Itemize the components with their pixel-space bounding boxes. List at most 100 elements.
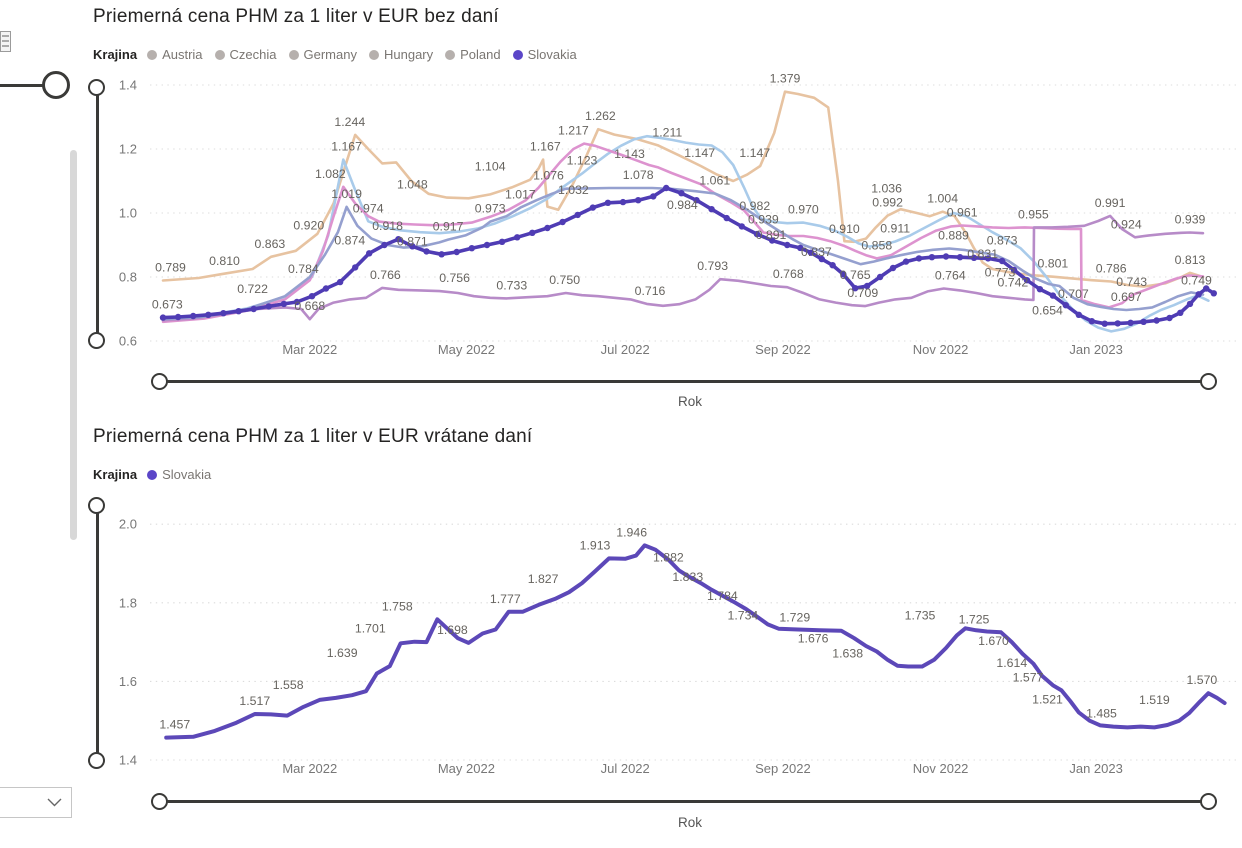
filter-dropdown[interactable] — [0, 787, 72, 818]
x-slider-handle-end[interactable] — [1200, 373, 1217, 390]
svg-text:0.750: 0.750 — [549, 273, 580, 287]
svg-text:1.734: 1.734 — [728, 609, 759, 623]
svg-text:1.784: 1.784 — [707, 589, 738, 603]
y-slider-handle-max[interactable] — [88, 79, 105, 96]
svg-text:1.946: 1.946 — [616, 525, 647, 539]
svg-text:1.6: 1.6 — [119, 674, 137, 689]
svg-text:0.743: 0.743 — [1116, 275, 1147, 289]
svg-text:0.722: 0.722 — [237, 282, 268, 296]
svg-text:1.777: 1.777 — [490, 592, 521, 606]
svg-text:1.8: 1.8 — [119, 595, 137, 610]
svg-text:0.863: 0.863 — [255, 237, 286, 251]
y-slider-handle-min[interactable] — [88, 332, 105, 349]
x-slider-handle-end[interactable] — [1200, 793, 1217, 810]
legend-excl-tax: Krajina Austria Czechia Germany Hungary Polan… — [93, 47, 589, 62]
series-color-dot — [445, 49, 456, 60]
x-range-slider-chart2 — [151, 793, 1217, 810]
page-thumbnail-icon[interactable] — [0, 31, 11, 52]
svg-text:0.773: 0.773 — [985, 266, 1016, 280]
svg-text:1.735: 1.735 — [905, 608, 936, 622]
svg-text:0.874: 0.874 — [334, 233, 365, 247]
svg-text:Jul 2022: Jul 2022 — [601, 761, 650, 776]
y-slider-track — [95, 505, 99, 761]
svg-text:Jan 2023: Jan 2023 — [1069, 761, 1123, 776]
svg-text:1.833: 1.833 — [672, 570, 703, 584]
svg-text:0.984: 0.984 — [667, 198, 698, 212]
svg-text:2.0: 2.0 — [119, 517, 137, 532]
svg-text:0.766: 0.766 — [370, 268, 401, 282]
svg-text:1.019: 1.019 — [331, 187, 362, 201]
svg-text:0.837: 0.837 — [801, 245, 832, 259]
x-slider-handle-start[interactable] — [151, 793, 168, 810]
svg-text:0.813: 0.813 — [1175, 253, 1206, 267]
svg-text:1.0: 1.0 — [119, 206, 137, 221]
svg-text:0.733: 0.733 — [496, 278, 527, 292]
svg-text:1.217: 1.217 — [558, 124, 589, 138]
svg-text:1.147: 1.147 — [684, 146, 715, 160]
svg-text:0.784: 0.784 — [288, 262, 319, 276]
svg-text:1.123: 1.123 — [567, 154, 598, 168]
svg-text:0.910: 0.910 — [829, 222, 860, 236]
svg-text:0.917: 0.917 — [433, 220, 464, 234]
svg-text:0.939: 0.939 — [1175, 213, 1206, 227]
svg-text:1.827: 1.827 — [528, 572, 559, 586]
y-range-slider-chart1 — [88, 79, 106, 349]
svg-text:1.913: 1.913 — [580, 538, 611, 552]
svg-text:0.961: 0.961 — [947, 206, 978, 220]
legend-item-czechia[interactable]: Czechia — [214, 47, 277, 62]
svg-text:1.729: 1.729 — [779, 611, 810, 625]
svg-text:0.889: 0.889 — [938, 229, 969, 243]
left-slicer-handle[interactable] — [42, 71, 70, 99]
x-axis-title-chart2: Rok — [677, 815, 702, 830]
svg-text:1.143: 1.143 — [614, 147, 645, 161]
svg-text:0.992: 0.992 — [872, 196, 903, 210]
svg-text:Sep 2022: Sep 2022 — [755, 761, 811, 776]
svg-text:1.4: 1.4 — [119, 78, 137, 93]
svg-text:Sep 2022: Sep 2022 — [755, 342, 811, 357]
svg-text:0.911: 0.911 — [880, 222, 910, 236]
svg-text:1.577: 1.577 — [1013, 670, 1044, 684]
svg-text:0.707: 0.707 — [1058, 287, 1089, 301]
svg-text:1.076: 1.076 — [533, 169, 564, 183]
svg-text:0.831: 0.831 — [967, 247, 998, 261]
left-slicer-track — [0, 83, 43, 87]
svg-text:1.167: 1.167 — [530, 140, 561, 154]
y-slider-track — [95, 87, 99, 341]
svg-text:0.765: 0.765 — [840, 268, 871, 282]
x-slider-handle-start[interactable] — [151, 373, 168, 390]
svg-text:1.698: 1.698 — [437, 623, 468, 637]
y-slider-handle-max[interactable] — [88, 497, 105, 514]
y-slider-handle-min[interactable] — [88, 752, 105, 769]
svg-text:0.918: 0.918 — [372, 219, 403, 233]
svg-text:1.078: 1.078 — [623, 168, 654, 182]
series-color-dot — [147, 469, 158, 480]
x-range-slider-chart1 — [151, 373, 1217, 390]
vertical-scrollbar[interactable] — [70, 150, 77, 540]
svg-text:0.920: 0.920 — [293, 219, 324, 233]
svg-text:1.379: 1.379 — [770, 72, 801, 86]
svg-text:1.570: 1.570 — [1187, 673, 1218, 687]
legend-item-poland[interactable]: Poland — [445, 47, 501, 62]
svg-text:1.517: 1.517 — [239, 694, 270, 708]
svg-text:0.924: 0.924 — [1111, 217, 1142, 231]
svg-text:1.211: 1.211 — [652, 126, 682, 140]
legend-item-austria[interactable]: Austria — [147, 47, 203, 62]
svg-text:May 2022: May 2022 — [438, 342, 495, 357]
svg-text:0.973: 0.973 — [475, 202, 506, 216]
svg-text:Mar 2022: Mar 2022 — [282, 342, 337, 357]
svg-text:0.789: 0.789 — [155, 261, 186, 275]
svg-text:1.104: 1.104 — [475, 160, 506, 174]
legend-title: Krajina — [93, 47, 138, 62]
svg-text:0.970: 0.970 — [788, 203, 819, 217]
legend-item-hungary[interactable]: Hungary — [368, 47, 433, 62]
price-line-chart-excl-tax: 0.6 0.8 1.0 1.2 1.4 Mar 2022 May 2022 Jul 2022 S… — [119, 72, 1236, 357]
svg-text:0.810: 0.810 — [209, 254, 240, 268]
svg-text:0.654: 0.654 — [1032, 304, 1063, 318]
legend-item-germany[interactable]: Germany — [288, 47, 357, 62]
legend-item-slovakia[interactable]: Slovakia — [512, 47, 577, 62]
svg-text:0.764: 0.764 — [935, 269, 966, 283]
legend-item-slovakia[interactable]: Slovakia — [147, 467, 211, 482]
svg-text:0.891: 0.891 — [756, 228, 787, 242]
svg-text:1.638: 1.638 — [832, 647, 863, 661]
svg-text:0.756: 0.756 — [439, 271, 470, 285]
